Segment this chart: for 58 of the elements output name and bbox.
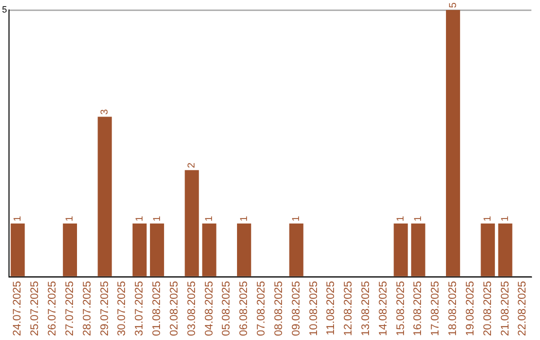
x-tick-label: 05.08.2025 [220, 280, 233, 336]
data-label: 1 [238, 216, 250, 222]
x-tick-label: 02.08.2025 [168, 280, 180, 336]
x-tick-label: 15.08.2025 [394, 280, 407, 336]
data-label: 1 [291, 216, 302, 222]
x-tick-label: 16.08.2025 [412, 280, 424, 336]
bar [237, 224, 252, 276]
data-label: 1 [204, 216, 215, 222]
x-tick-label: 31.07.2025 [134, 280, 146, 336]
data-label: 1 [500, 216, 512, 222]
data-label: 1 [412, 216, 424, 222]
x-tick-label: 19.08.2025 [464, 280, 476, 336]
bar [184, 170, 199, 276]
data-label: 3 [100, 108, 111, 115]
data-label: 2 [186, 162, 198, 168]
bar [289, 224, 304, 276]
x-tick-label: 20.08.2025 [482, 280, 494, 336]
data-label: 1 [64, 216, 76, 222]
bar [394, 224, 408, 276]
x-tick-label: 18.08.2025 [447, 280, 460, 336]
x-tick-label: 01.08.2025 [151, 280, 164, 336]
x-tick-label: 07.08.2025 [256, 280, 268, 336]
bar [480, 224, 495, 276]
x-tick-label: 09.08.2025 [290, 280, 302, 336]
x-tick-label: 24.07.2025 [12, 280, 24, 336]
x-tick-label: 21.08.2025 [499, 280, 512, 336]
bar [62, 224, 77, 276]
x-tick-label: 14.08.2025 [377, 280, 390, 336]
data-label: 1 [134, 216, 146, 222]
data-label: 1 [12, 216, 24, 222]
x-tick-label: 28.07.2025 [81, 280, 94, 336]
bar [132, 224, 147, 276]
bar [446, 10, 460, 276]
bar [411, 224, 426, 276]
x-tick-label: 11.08.2025 [325, 280, 338, 336]
bar [202, 224, 216, 276]
bar [98, 116, 112, 276]
x-tick-label: 22.08.2025 [516, 280, 529, 336]
x-tick-label: 13.08.2025 [360, 280, 372, 336]
x-tick-label: 10.08.2025 [308, 280, 320, 336]
x-tick-label: 25.07.2025 [29, 280, 42, 336]
x-tick-label: 17.08.2025 [430, 280, 442, 336]
x-tick-label: 08.08.2025 [272, 280, 285, 336]
data-label: 5 [448, 2, 459, 8]
bar [10, 224, 25, 276]
x-tick-label: 30.07.2025 [116, 280, 128, 336]
data-label: 1 [152, 216, 163, 222]
data-label: 1 [396, 216, 407, 222]
x-tick-label: 27.07.2025 [64, 280, 76, 336]
x-tick-label: 03.08.2025 [186, 280, 198, 336]
bar [498, 224, 512, 276]
x-tick-label: 04.08.2025 [203, 280, 216, 336]
data-label: 1 [482, 216, 494, 222]
x-tick-label: 12.08.2025 [342, 280, 355, 336]
bar [150, 224, 164, 276]
x-tick-label: 26.07.2025 [46, 280, 59, 336]
x-tick-label: 06.08.2025 [238, 280, 250, 336]
x-tick-label: 29.07.2025 [98, 280, 111, 336]
